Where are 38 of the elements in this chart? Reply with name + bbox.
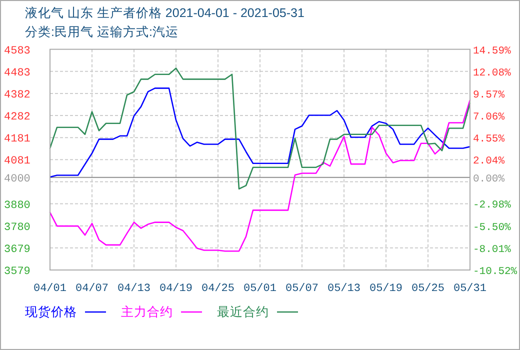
chart-title: 液化气 山东 生产者价格 2021-04-01 - 2021-05-31 — [25, 6, 304, 20]
y2-tick-label: 0.00% — [473, 174, 506, 186]
x-tick-label: 05/25 — [411, 283, 445, 295]
legend-label: 主力合约 — [121, 304, 173, 319]
y2-tick-label: -10.52% — [473, 266, 518, 278]
y-tick-label: 4181 — [4, 134, 31, 146]
x-tick-label: 04/07 — [75, 283, 109, 295]
x-tick-label: 05/01 — [243, 283, 277, 295]
x-tick-label: 04/01 — [33, 283, 67, 295]
x-tick-label: 05/13 — [327, 283, 361, 295]
y-tick-label: 3880 — [4, 200, 30, 212]
y-tick-label: 4583 — [4, 45, 30, 58]
legend-label: 现货价格 — [25, 305, 77, 319]
x-tick-label: 05/07 — [285, 283, 319, 295]
y-tick-label: 4081 — [4, 156, 31, 168]
y2-tick-label: 14.59% — [473, 45, 512, 58]
y-tick-label: 4382 — [4, 89, 30, 102]
y-tick-label: 3679 — [4, 244, 30, 256]
y2-tick-label: 4.55% — [473, 134, 506, 146]
y-tick-label: 4483 — [4, 67, 30, 80]
x-tick-label: 05/19 — [369, 283, 403, 295]
y2-tick-label: -5.50% — [473, 222, 512, 234]
x-tick-label: 04/19 — [159, 283, 193, 295]
y2-tick-label: 7.06% — [473, 111, 506, 124]
x-tick-label: 04/13 — [117, 283, 151, 295]
y2-tick-label: 9.57% — [473, 89, 506, 102]
y-tick-label: 4000 — [4, 173, 30, 186]
y-tick-label: 3780 — [4, 222, 30, 234]
x-tick-label: 04/25 — [201, 283, 235, 295]
y2-tick-label: -2.98% — [473, 200, 512, 212]
x-tick-label: 05/31 — [453, 283, 487, 295]
y2-tick-label: -8.01% — [473, 244, 512, 256]
chart-subtitle: 分类:民用气 运输方式:汽运 — [25, 24, 178, 39]
y2-tick-label: 2.04% — [473, 156, 506, 168]
y-tick-label: 4282 — [4, 112, 30, 124]
y-tick-label: 3579 — [4, 266, 30, 278]
y2-tick-label: 12.08% — [473, 67, 512, 80]
legend-label: 最近合约 — [217, 305, 269, 319]
